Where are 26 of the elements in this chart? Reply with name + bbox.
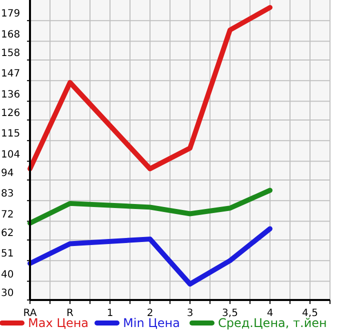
y-tick-label: 158: [1, 48, 20, 59]
legend-label: Сред.Цена, т.йен: [218, 316, 327, 330]
x-tick-label: 2: [146, 308, 154, 319]
x-tick-label: 1: [106, 308, 114, 319]
y-tick-label: 115: [1, 128, 20, 140]
x-tick-label: 4,5: [302, 308, 318, 319]
legend-label: Min Цена: [123, 316, 180, 330]
y-tick-label: 83: [1, 188, 14, 200]
x-tick-label: 3: [186, 308, 194, 319]
y-tick-label: 72: [1, 209, 14, 220]
y-tick-label: 62: [1, 228, 14, 239]
y-tick-label: 147: [1, 68, 20, 80]
x-tick-label: R: [66, 308, 74, 319]
y-tick-label: 30: [1, 288, 14, 299]
y-tick-label: 168: [1, 29, 20, 40]
y-tick-label: 136: [1, 89, 20, 100]
y-tick-label: 94: [1, 168, 14, 179]
y-tick-label: 179: [1, 8, 20, 20]
y-tick-label: 104: [1, 149, 20, 160]
y-tick-label: 51: [1, 248, 14, 260]
x-tick-label: RA: [23, 308, 37, 319]
x-tick-label: 3,5: [222, 308, 238, 319]
legend-label: Max Цена: [28, 316, 89, 330]
y-tick-label: 40: [1, 269, 14, 280]
x-tick-label: 4: [266, 308, 274, 319]
y-tick-label: 126: [1, 108, 20, 119]
